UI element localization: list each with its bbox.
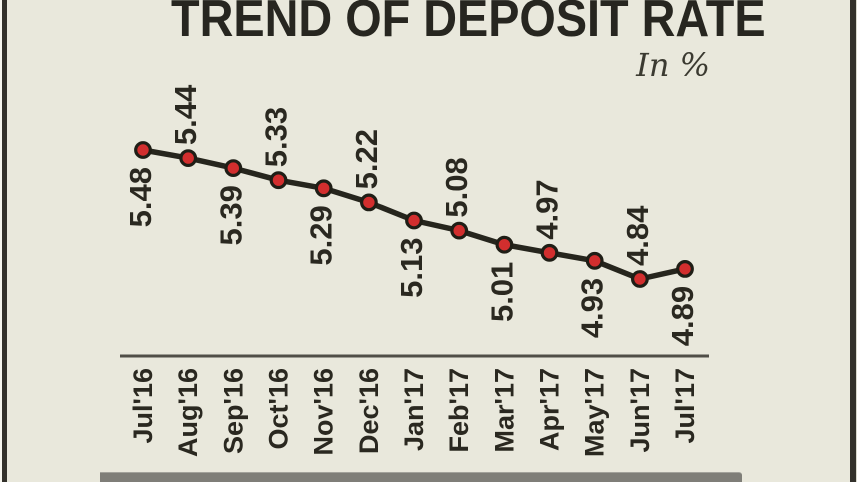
data-point-marker [631, 270, 649, 288]
x-axis-label: Sep'16 [218, 368, 248, 454]
x-axis-label: Jul'17 [670, 368, 700, 443]
value-label: 5.39 [213, 185, 248, 245]
data-point-marker [676, 260, 694, 278]
x-axis-label: Jul'16 [128, 368, 158, 443]
data-point-marker [495, 235, 514, 254]
data-point-marker [224, 159, 243, 178]
data-point-marker [405, 211, 423, 230]
value-label: 5.01 [484, 262, 519, 322]
x-axis-label: Dec'16 [354, 368, 384, 454]
value-label: 4.84 [620, 205, 655, 266]
value-label: 5.29 [304, 205, 339, 265]
data-point-marker [585, 251, 604, 270]
data-point-marker [360, 193, 378, 212]
data-point-marker [450, 221, 469, 240]
x-axis-label: Oct'16 [264, 368, 294, 449]
x-axis-label: Apr'17 [535, 368, 565, 451]
unit-label: In % [636, 46, 710, 84]
x-axis-label: Jan'17 [399, 368, 429, 451]
chart-title: TREND OF DEPOSIT RATE [171, 0, 766, 48]
value-label: 4.93 [575, 278, 610, 338]
x-axis-label: Mar'17 [489, 368, 519, 452]
value-label: 4.89 [665, 286, 700, 346]
left-edge-highlight [0, 0, 2, 482]
data-point-marker [540, 243, 559, 262]
x-axis-label: Nov'16 [309, 368, 339, 455]
x-axis-label: Aug'16 [173, 368, 203, 457]
data-point-marker [179, 149, 198, 168]
value-label: 4.97 [530, 179, 565, 239]
value-label: 5.48 [123, 167, 158, 227]
value-label: 5.33 [259, 107, 294, 167]
x-axis-label: May'17 [580, 368, 610, 457]
value-label: 5.08 [439, 157, 474, 217]
bottom-divider-bar [100, 472, 742, 482]
left-border [2, 0, 7, 482]
data-point-marker [134, 141, 152, 159]
right-border [850, 0, 856, 482]
value-label: 5.44 [168, 84, 203, 145]
x-axis-label: Feb'17 [444, 368, 474, 452]
data-point-marker [269, 171, 288, 190]
value-label: 5.13 [394, 238, 429, 298]
value-label: 5.22 [349, 129, 384, 189]
data-point-marker [314, 179, 333, 198]
x-axis-label: Jun'17 [625, 368, 655, 452]
